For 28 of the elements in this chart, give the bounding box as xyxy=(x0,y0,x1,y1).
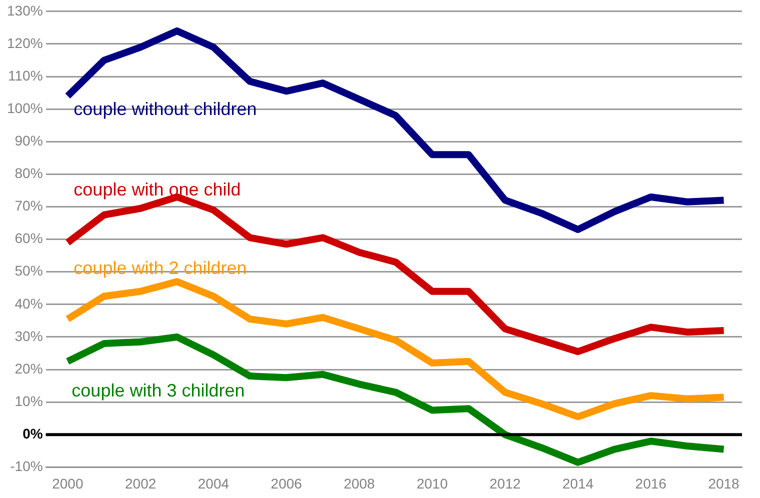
y-tick-label: 30% xyxy=(14,328,43,344)
x-tick-label: 2018 xyxy=(708,475,740,492)
y-tick-label: 60% xyxy=(14,230,43,246)
y-tick-label: 0% xyxy=(22,426,44,442)
x-tick-label: 2002 xyxy=(125,475,156,492)
y-tick-label: 10% xyxy=(14,392,43,409)
x-tick-label: 2016 xyxy=(635,475,667,492)
y-tick-label: 100% xyxy=(6,100,43,116)
y-tick-label: 50% xyxy=(14,262,43,279)
y-tick-label: 20% xyxy=(14,360,43,376)
series-label: couple with 2 children xyxy=(74,258,247,278)
y-tick-label: 80% xyxy=(14,165,43,182)
x-tick-label: 2006 xyxy=(270,475,302,492)
y-tick-label: 70% xyxy=(14,198,43,214)
y-tick-label: 90% xyxy=(14,132,43,148)
x-tick-label: 2014 xyxy=(562,475,594,492)
x-tick-label: 2000 xyxy=(52,475,84,492)
y-tick-label: -10% xyxy=(10,458,43,474)
x-tick-label: 2012 xyxy=(489,475,521,492)
series-label: couple with 3 children xyxy=(72,380,245,400)
y-tick-label: 120% xyxy=(6,34,43,51)
y-tick-label: 130% xyxy=(6,2,43,18)
series-label: couple without children xyxy=(74,99,257,120)
x-tick-label: 2010 xyxy=(416,475,448,492)
y-tick-label: 110% xyxy=(8,67,43,84)
x-tick-label: 2008 xyxy=(344,475,376,492)
x-tick-label: 2004 xyxy=(198,475,230,492)
y-tick-label: 40% xyxy=(14,295,43,312)
